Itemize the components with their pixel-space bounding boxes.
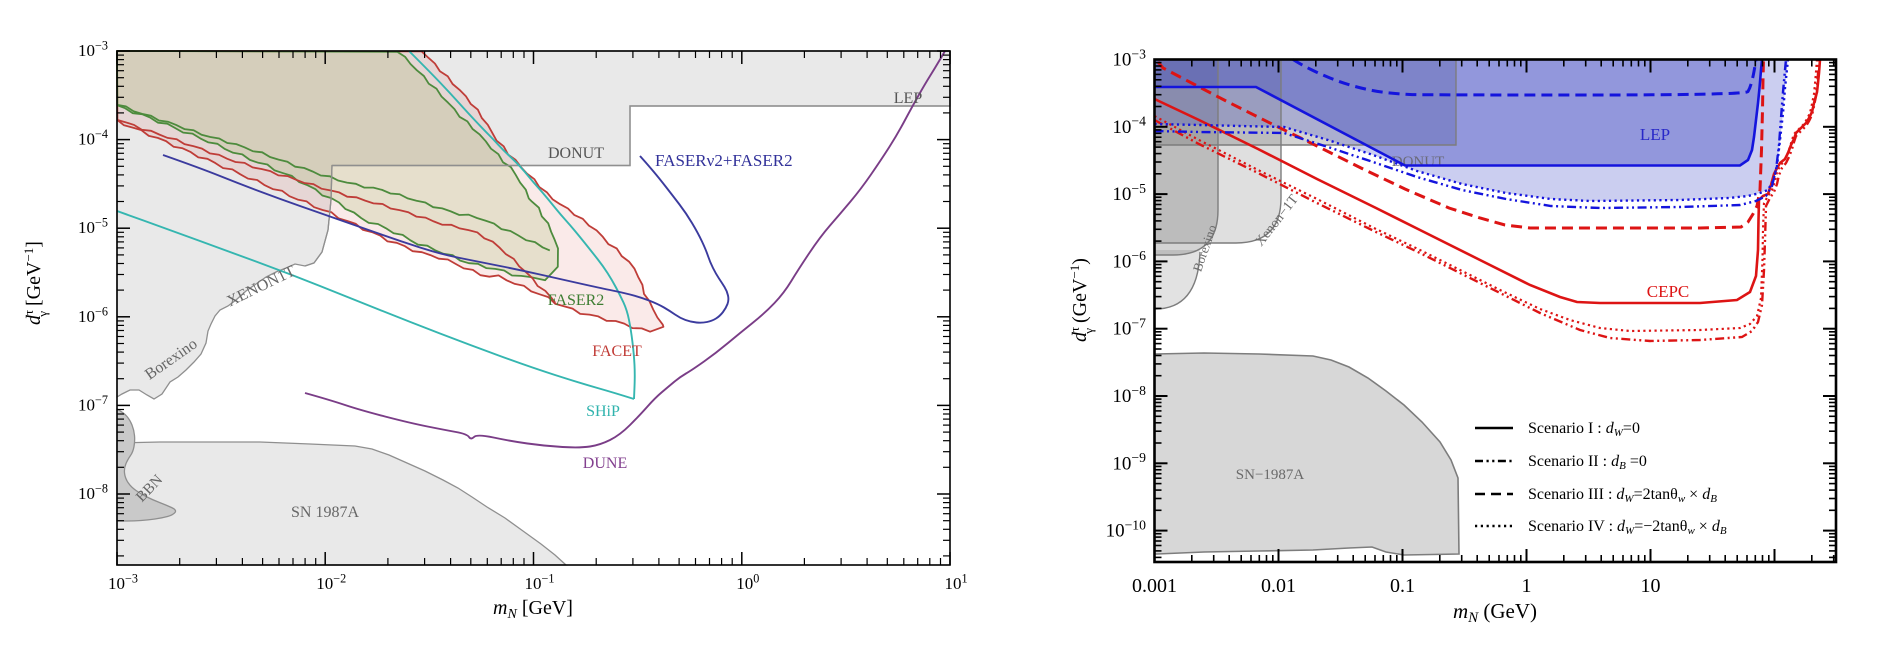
svg-text:dτγ [GeV−1]: dτγ [GeV−1] (21, 241, 50, 325)
svg-text:Scenario I : dW=0: Scenario I : dW=0 (1528, 420, 1640, 439)
svg-text:dτγ (GeV−1): dτγ (GeV−1) (1067, 258, 1096, 342)
svg-text:LEP: LEP (1640, 125, 1670, 144)
svg-text:10−9: 10−9 (1112, 450, 1146, 474)
svg-text:10−5: 10−5 (1112, 181, 1146, 205)
svg-text:FASERν2+FASER2: FASERν2+FASER2 (655, 151, 793, 170)
svg-text:SN 1987A: SN 1987A (291, 504, 359, 521)
svg-text:DONUT: DONUT (548, 145, 604, 162)
svg-text:Scenario III : dW=2tanθw × dB: Scenario III : dW=2tanθw × dB (1528, 486, 1717, 505)
svg-text:10: 10 (1641, 575, 1661, 597)
svg-text:CEPC: CEPC (1647, 282, 1690, 301)
svg-text:mN (GeV): mN (GeV) (1453, 599, 1537, 626)
svg-text:LEP: LEP (894, 90, 923, 107)
svg-text:SHiP: SHiP (586, 403, 620, 420)
svg-text:0.001: 0.001 (1132, 575, 1177, 597)
svg-text:DUNE: DUNE (583, 455, 627, 472)
svg-text:SN−1987A: SN−1987A (1236, 467, 1305, 483)
svg-text:Scenario II : dB =0: Scenario II : dB =0 (1528, 453, 1647, 472)
svg-text:0.1: 0.1 (1390, 575, 1415, 597)
svg-text:mN [GeV]: mN [GeV] (493, 597, 573, 622)
svg-text:FASER2: FASER2 (548, 292, 605, 309)
svg-text:Scenario IV : dW=−2tanθw × dB: Scenario IV : dW=−2tanθw × dB (1528, 518, 1727, 537)
svg-text:1: 1 (1522, 575, 1532, 597)
svg-text:0.01: 0.01 (1261, 575, 1296, 597)
svg-text:FACET: FACET (592, 343, 642, 360)
